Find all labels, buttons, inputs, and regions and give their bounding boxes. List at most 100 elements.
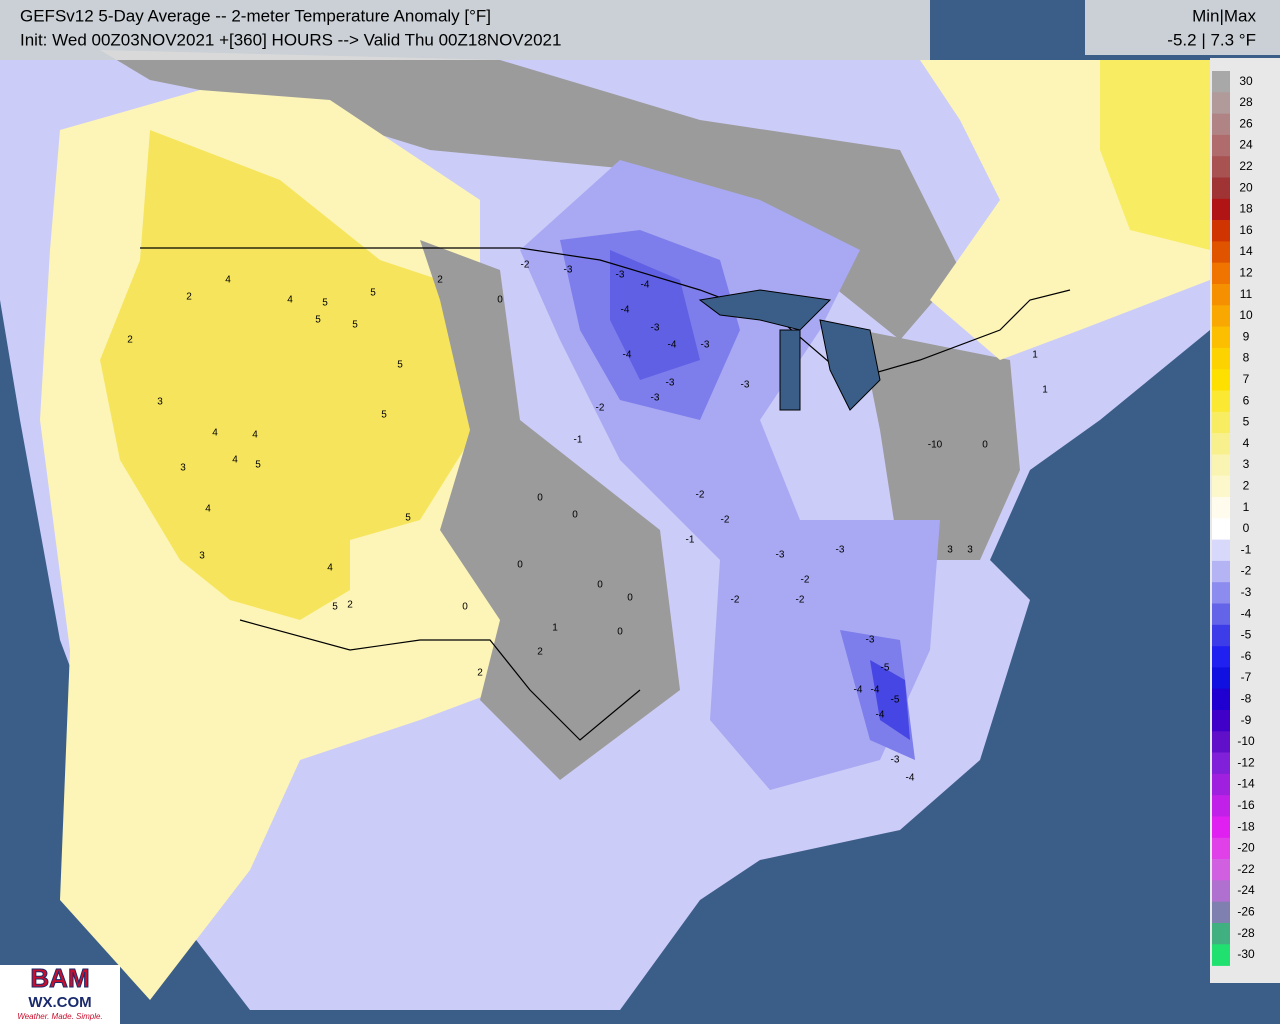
colorbar-swatch	[1212, 560, 1230, 583]
anomaly-label: 3	[967, 545, 973, 556]
colorbar-label: -26	[1237, 905, 1255, 919]
anomaly-label: -3	[836, 545, 845, 556]
logo-site: WX.COM	[28, 994, 91, 1011]
anomaly-label: -4	[906, 773, 915, 784]
anomaly-label: -3	[741, 380, 750, 391]
colorbar-swatch	[1212, 305, 1230, 327]
colorbar-swatch	[1212, 688, 1230, 711]
anomaly-label: 2	[186, 292, 192, 303]
anomaly-label: -3	[651, 323, 660, 334]
colorbar-label: 24	[1239, 138, 1253, 152]
colorbar-swatch	[1212, 284, 1230, 306]
anomaly-label: -3	[564, 265, 573, 276]
anomaly-label: -3	[616, 270, 625, 281]
colorbar-swatch	[1212, 901, 1230, 924]
anomaly-label: -3	[866, 635, 875, 646]
anomaly-label: 0	[982, 440, 988, 451]
anomaly-label: -2	[596, 403, 605, 414]
anomaly-label: -3	[651, 393, 660, 404]
anomaly-label: 5	[397, 360, 403, 371]
anomaly-label: -5	[891, 695, 900, 706]
colorbar-label: -28	[1237, 926, 1255, 940]
colorbar-swatch	[1212, 837, 1230, 860]
colorbar-label: 10	[1239, 308, 1253, 322]
anomaly-label: -2	[731, 595, 740, 606]
anomaly-region	[870, 660, 910, 740]
colorbar-label: 0	[1243, 521, 1250, 535]
colorbar-swatch	[1212, 816, 1230, 839]
colorbar-label: 26	[1239, 116, 1253, 130]
anomaly-region	[100, 130, 470, 620]
anomaly-region	[860, 330, 1020, 560]
colorbar-label: -30	[1237, 947, 1255, 961]
colorbar-swatch	[1212, 326, 1230, 349]
colorbar-label: 30	[1239, 74, 1253, 88]
colorbar-swatch	[1212, 944, 1230, 966]
anomaly-label: 4	[287, 295, 293, 306]
colorbar-swatch	[1212, 795, 1230, 817]
anomaly-label: 0	[627, 593, 633, 604]
colorbar-label: -7	[1241, 670, 1252, 684]
anomaly-label: 2	[437, 275, 443, 286]
colorbar-label: 16	[1239, 223, 1253, 237]
colorbar-swatch	[1212, 198, 1230, 221]
anomaly-label: 4	[327, 563, 333, 574]
colorbar-label: 18	[1239, 202, 1253, 216]
anomaly-label: 5	[332, 602, 338, 613]
anomaly-label: -4	[871, 685, 880, 696]
colorbar-label: -16	[1237, 798, 1255, 812]
anomaly-label: 5	[370, 288, 376, 299]
colorbar-swatch	[1212, 539, 1230, 562]
anomaly-label: -2	[521, 260, 530, 271]
colorbar-label: -5	[1241, 628, 1252, 642]
anomaly-label: 0	[497, 295, 503, 306]
colorbar-label: 3	[1243, 457, 1250, 471]
border	[239, 619, 641, 741]
anomaly-label: -1	[574, 435, 583, 446]
logo-box	[0, 965, 120, 1024]
colorbar-label: -2	[1241, 564, 1252, 578]
minmax-value: -5.2 | 7.3 °F	[1167, 30, 1256, 49]
colorbar-label: -10	[1237, 734, 1255, 748]
minmax-box	[1085, 0, 1280, 55]
colorbar-label: -12	[1237, 755, 1255, 769]
logo-tagline: Weather. Made. Simple.	[17, 1012, 102, 1021]
colorbar-swatch	[1212, 923, 1230, 945]
colorbar-label: 20	[1239, 180, 1253, 194]
title: GEFSv12 5-Day Average -- 2-meter Tempera…	[20, 6, 491, 25]
colorbar-swatch	[1212, 752, 1230, 775]
anomaly-label: 4	[252, 430, 258, 441]
colorbar-swatch	[1212, 518, 1230, 540]
anomaly-label: -4	[623, 350, 632, 361]
anomaly-label: 1	[1032, 350, 1038, 361]
anomaly-label: -2	[796, 595, 805, 606]
colorbar-swatch	[1212, 369, 1230, 391]
subtitle: Init: Wed 00Z03NOV2021 +[360] HOURS --> …	[20, 30, 561, 49]
colorbar-label: 6	[1243, 393, 1250, 407]
anomaly-label: -4	[668, 340, 677, 351]
colorbar-swatch	[1212, 667, 1230, 689]
colorbar-label: 28	[1239, 95, 1253, 109]
anomaly-label: 0	[617, 627, 623, 638]
anomaly-label: 4	[232, 455, 238, 466]
anomaly-label: 5	[315, 315, 321, 326]
anomaly-label: -2	[696, 490, 705, 501]
anomaly-label: -2	[801, 575, 810, 586]
anomaly-region	[100, 50, 960, 340]
anomaly-label: 2	[127, 335, 133, 346]
colorbar-swatch	[1212, 731, 1230, 753]
anomaly-label: 0	[572, 510, 578, 521]
colorbar-swatch	[1212, 347, 1230, 370]
great-lakes	[779, 329, 801, 411]
anomaly-region	[1100, 60, 1210, 250]
anomaly-label: 2	[477, 668, 483, 679]
colorbar-swatch	[1212, 454, 1230, 476]
colorbar-swatch	[1212, 220, 1230, 242]
colorbar-label: -6	[1241, 649, 1252, 663]
anomaly-label: 1	[1042, 385, 1048, 396]
colorbar-swatch	[1212, 262, 1230, 285]
anomaly-label: 3	[947, 545, 953, 556]
anomaly-region	[610, 250, 700, 380]
anomaly-label: -2	[721, 515, 730, 526]
colorbar-label: 7	[1243, 372, 1250, 386]
